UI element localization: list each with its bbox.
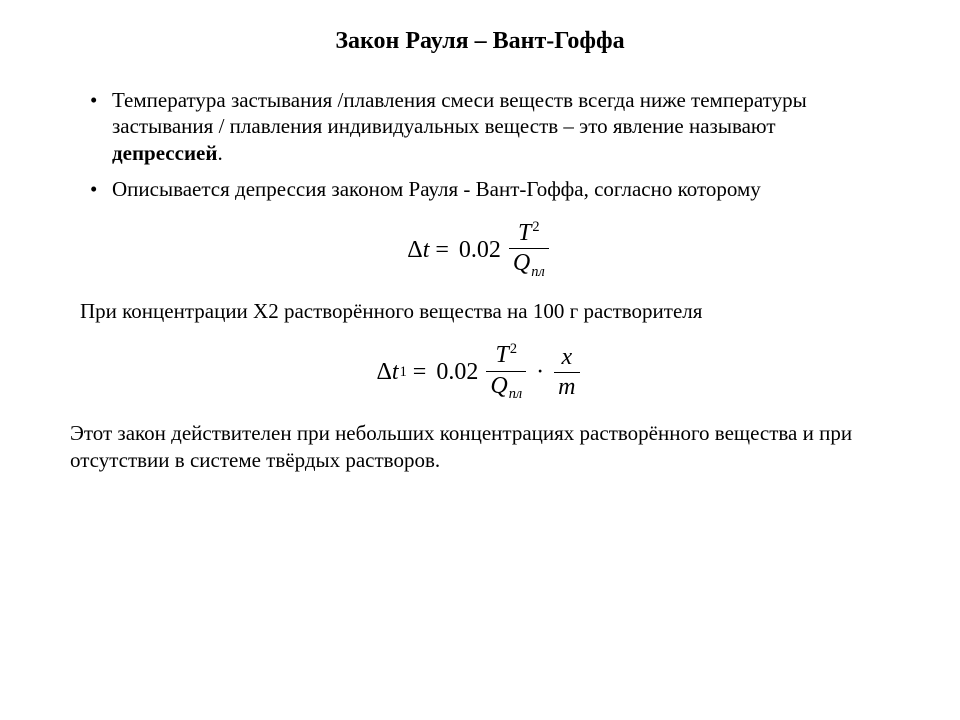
bullet-text-pre: Температура застывания /плавления смеси … [112,88,807,138]
var-Q: Q [513,250,530,276]
equation: Δt = 0.02 T2 Qпл [407,220,552,280]
bullet-text-post: . [217,141,222,165]
fraction-numerator: T2 [491,342,521,368]
coefficient: 0.02 [459,237,501,264]
formula-2: Δt1 = 0.02 T2 Qпл · x m [60,342,900,402]
page-title: Закон Рауля – Вант-Гоффа [60,28,900,55]
fraction-bar [554,372,579,373]
var-T: T [495,342,508,368]
var-Q: Q [490,373,507,399]
bullet-list: Температура застывания /плавления смеси … [60,87,900,202]
mid-paragraph: При концентрации Х2 растворённого вещест… [80,298,880,324]
subscript: пл [531,264,544,280]
coefficient: 0.02 [436,359,478,386]
fraction-denominator: m [554,375,579,400]
delta-symbol: Δ [376,359,391,386]
fraction: T2 Qпл [486,342,526,402]
fraction-bar [486,371,526,372]
bullet-item: Описывается депрессия законом Рауля - Ва… [90,176,890,202]
fraction-denominator: Qпл [509,251,549,280]
var-T: T [518,220,531,246]
subscript: пл [509,386,522,402]
tail-paragraph: Этот закон действителен при небольших ко… [70,420,880,473]
subscript: 1 [400,364,407,381]
superscript: 2 [510,341,517,357]
dot-operator: · [536,359,544,386]
var-x: x [562,344,573,370]
var-m: m [558,374,575,400]
var-t: t [392,359,399,386]
formula-1: Δt = 0.02 T2 Qпл [60,220,900,280]
equation: Δt1 = 0.02 T2 Qпл · x m [376,342,583,402]
equals-sign: = [435,237,449,264]
fraction: x m [554,345,579,400]
var-t: t [423,237,430,264]
bullet-item: Температура застывания /плавления смеси … [90,87,890,166]
slide-page: Закон Рауля – Вант-Гоффа Температура зас… [0,0,960,720]
fraction-denominator: Qпл [486,374,526,403]
bullet-text-bold: депрессией [112,141,217,165]
bullet-text-pre: Описывается депрессия законом Рауля - Ва… [112,177,761,201]
delta-symbol: Δ [407,237,422,264]
fraction: T2 Qпл [509,220,549,280]
fraction-numerator: T2 [514,220,544,246]
equals-sign: = [413,359,427,386]
superscript: 2 [532,219,539,235]
fraction-numerator: x [558,345,577,370]
fraction-bar [509,248,549,249]
